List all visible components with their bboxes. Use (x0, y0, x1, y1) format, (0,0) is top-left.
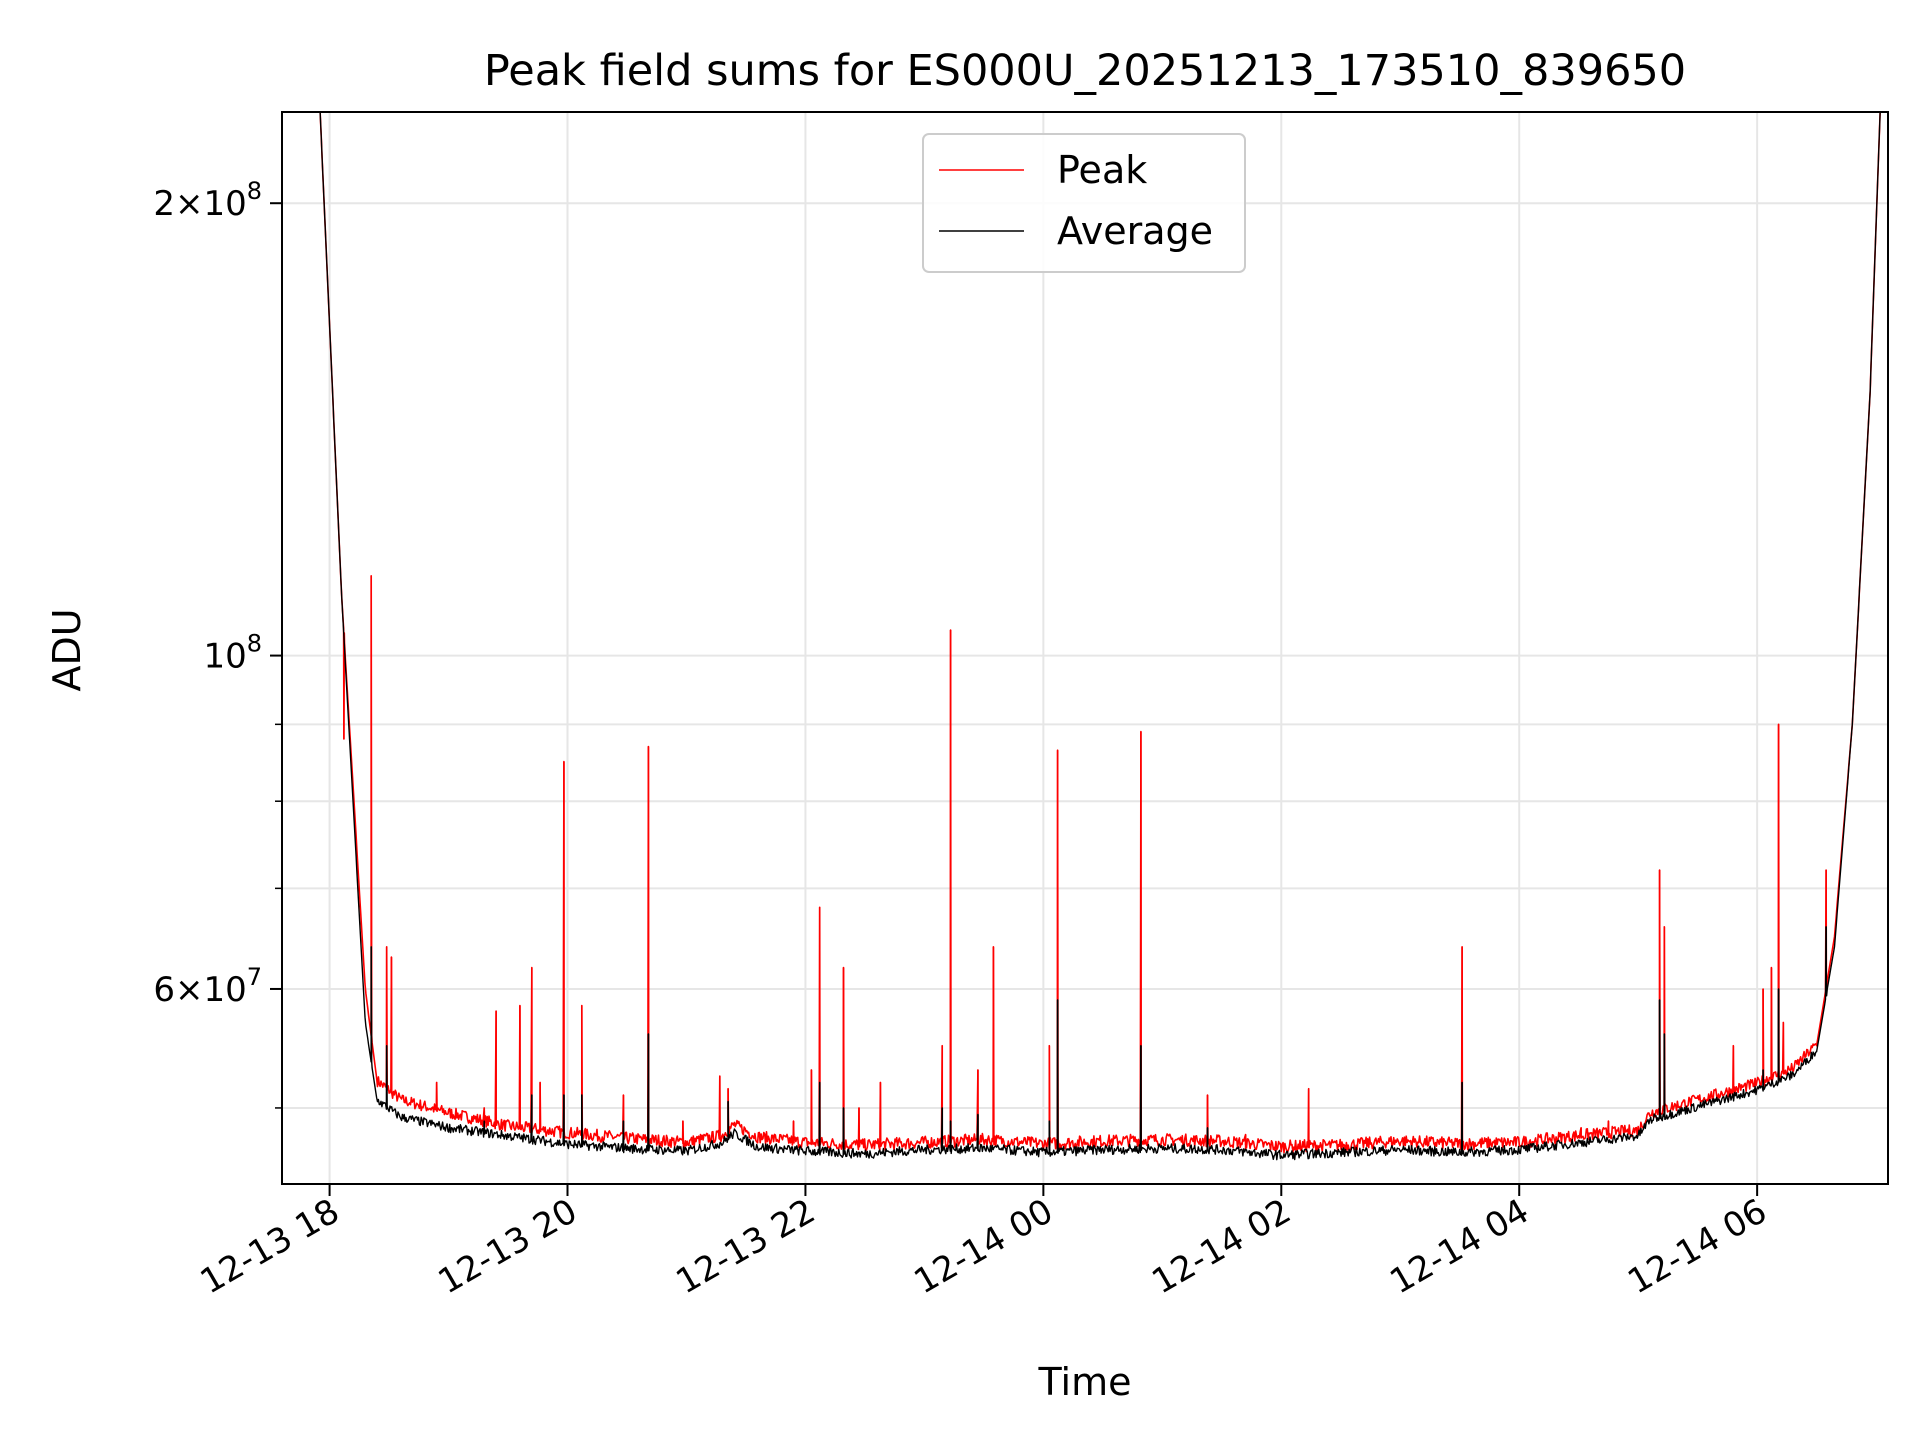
x-tick-label: 12-13 22 (670, 1191, 822, 1302)
legend: Peak Average (922, 133, 1246, 273)
legend-label-average: Average (1057, 209, 1213, 253)
plot-background (282, 112, 1888, 1184)
y-axis: 108 2×108 6×107 (153, 177, 282, 1109)
y-tick-label: 2×108 (153, 177, 262, 224)
chart-title: Peak field sums for ES000U_20251213_1735… (484, 46, 1686, 96)
x-axis-label: Time (1038, 1360, 1132, 1404)
x-tick-label: 12-14 00 (907, 1191, 1059, 1302)
plot-frame (281, 111, 1889, 1185)
y-axis-label: ADU (45, 608, 89, 691)
x-tick-label: 12-14 06 (1621, 1191, 1773, 1302)
series-line-average (319, 112, 1881, 1161)
grid (282, 112, 1888, 1184)
y-tick-label: 108 (203, 630, 262, 677)
x-tick-label: 12-14 02 (1145, 1191, 1297, 1302)
x-tick-label: 12-13 18 (194, 1191, 346, 1302)
x-axis: 12-13 18 12-13 20 12-13 22 12-14 00 12-14 02… (194, 1184, 1774, 1302)
x-tick-label: 12-13 20 (432, 1191, 584, 1302)
x-tick-label: 12-14 04 (1383, 1191, 1535, 1302)
legend-label-peak: Peak (1057, 148, 1147, 192)
y-tick-label: 6×107 (153, 963, 262, 1010)
series-layer (319, 112, 1881, 1161)
series-line-peak (319, 112, 1881, 1154)
legend-box (922, 133, 1246, 273)
